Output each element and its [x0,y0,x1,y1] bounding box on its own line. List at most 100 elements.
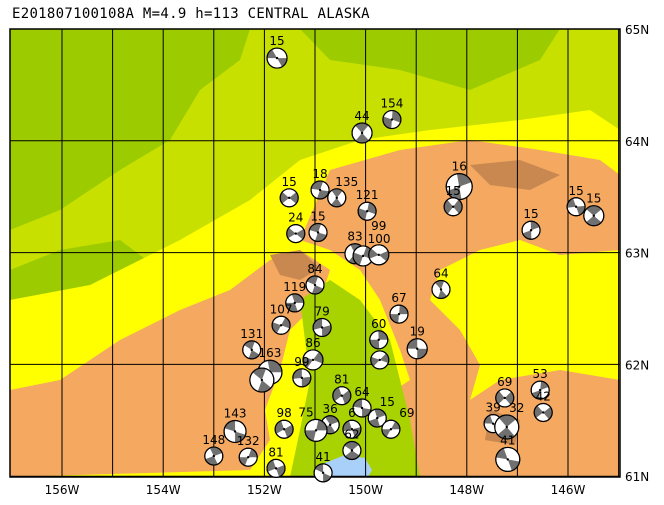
focal-mechanism-beachball[interactable] [352,398,372,418]
focal-mechanism-beachball[interactable] [370,350,390,370]
lon-tick-label: 146W [551,483,586,497]
depth-label: 99 [371,219,386,233]
depth-label: 6 [348,406,356,420]
focal-mechanism-beachball[interactable] [342,419,362,439]
focal-mechanism-beachball[interactable] [566,197,586,217]
depth-label: 75 [298,405,313,419]
depth-label: 15 [282,175,297,189]
focal-mechanism-beachball[interactable] [286,223,306,244]
focal-mechanism-beachball[interactable] [583,205,605,227]
focal-mechanism-beachball[interactable] [305,275,325,295]
depth-label: 32 [509,401,524,415]
depth-label: 41 [315,450,330,464]
focal-mechanism-beachball[interactable] [406,338,428,360]
focal-mechanism-beachball[interactable] [533,402,553,423]
focal-mechanism-beachball[interactable] [238,447,258,467]
focal-mechanism-beachball[interactable] [342,440,362,461]
depth-label: 86 [305,336,320,350]
focal-mechanism-beachball[interactable] [312,317,332,338]
focal-mechanism-beachball[interactable] [369,330,389,350]
focal-mechanisms [204,47,605,483]
focal-mechanism-beachball[interactable] [530,380,550,400]
depth-label: 132 [237,434,260,448]
depth-label: 15 [523,207,538,221]
focal-mechanism-beachball[interactable] [249,367,275,393]
depth-label: 64 [433,266,448,280]
focal-mechanism-beachball[interactable] [223,419,247,444]
depth-label: 83 [347,230,362,244]
focal-mechanism-beachball[interactable] [368,244,390,266]
lon-tick-label: 150W [348,483,383,497]
focal-mechanism-beachball[interactable] [443,197,463,217]
lon-tick-label: 156W [45,483,80,497]
depth-label: 79 [314,305,329,319]
focal-mechanism-beachball[interactable] [266,458,286,478]
focal-mechanism-beachball[interactable] [308,222,328,243]
focal-mechanism-beachball[interactable] [310,180,330,200]
depth-label: 15 [269,34,284,48]
depth-label: 62 [344,427,359,441]
focal-mechanism-beachball[interactable] [357,201,377,221]
depth-label: 41 [500,433,515,447]
depth-label: 163 [259,346,282,360]
depth-label: 60 [371,317,386,331]
depth-label: 18 [312,167,327,181]
focal-mechanism-beachball[interactable] [381,419,401,439]
lat-tick-label: 61N [625,470,649,484]
focal-mechanism-beachball[interactable] [302,349,324,371]
focal-mechanism-beachball[interactable] [382,109,402,130]
focal-mechanism-beachball[interactable] [431,279,451,300]
depth-label: 119 [283,280,306,294]
depth-label: 69 [497,375,512,389]
depth-label: 143 [224,406,247,420]
depth-label: 100 [368,232,391,246]
focal-mechanism-beachball[interactable] [292,368,312,388]
depth-label: 15 [310,209,325,223]
depth-label: 15 [568,184,583,198]
depth-label: 131 [240,327,263,341]
map-title: E201807100108A M=4.9 h=113 CENTRAL ALASK… [12,6,370,22]
focal-mechanism-beachball[interactable] [266,47,288,69]
focal-mechanism-beachball[interactable] [495,446,521,473]
depth-label: 135 [335,175,358,189]
focal-mechanism-beachball[interactable] [351,122,373,144]
depth-label: 121 [356,188,379,202]
axis-labels: 65N 64N 63N 62N 61N 156W 154W 152W 150W 148W 146W [45,23,650,497]
lon-tick-label: 148W [449,483,484,497]
lon-tick-label: 154W [146,483,181,497]
focal-mechanism-beachball[interactable] [304,418,328,442]
depth-label: 15 [380,395,395,409]
depth-label: 84 [307,262,322,276]
focal-mechanism-beachball[interactable] [271,315,291,335]
focal-mechanism-beachball[interactable] [332,386,352,406]
focal-mechanism-beachball[interactable] [279,188,299,208]
focal-mechanism-beachball[interactable] [521,220,541,240]
forest-area [10,29,560,310]
depth-label: 154 [380,97,403,111]
focal-mechanism-beachball[interactable] [242,340,262,360]
focal-mechanism-beachball[interactable] [313,463,333,483]
depth-label: 148 [202,433,225,447]
peak-area [270,160,560,445]
mountain-area-alaska-range [10,250,330,477]
depth-label: 19 [410,325,425,339]
focal-mechanism-beachball[interactable] [367,408,387,428]
depth-label: 107 [270,302,293,316]
focal-mechanism-beachball[interactable] [495,388,515,408]
focal-mechanism-beachball[interactable] [389,304,409,324]
focal-mechanism-beachball[interactable] [494,414,520,440]
depth-label: 69 [399,406,414,420]
focal-mechanism-beachball[interactable] [327,188,347,208]
depth-label: 81 [334,373,349,387]
depth-label: 81 [268,445,283,459]
depth-label: 36 [323,402,338,416]
depth-label: 42 [536,389,551,403]
focal-mechanism-beachball[interactable] [274,419,294,439]
depth-label: 98 [276,406,291,420]
focal-mechanism-beachball[interactable] [204,446,224,466]
lon-tick-label: 152W [247,483,282,497]
focal-mechanism-beachball[interactable] [285,293,305,313]
depth-label: 64 [354,385,369,399]
